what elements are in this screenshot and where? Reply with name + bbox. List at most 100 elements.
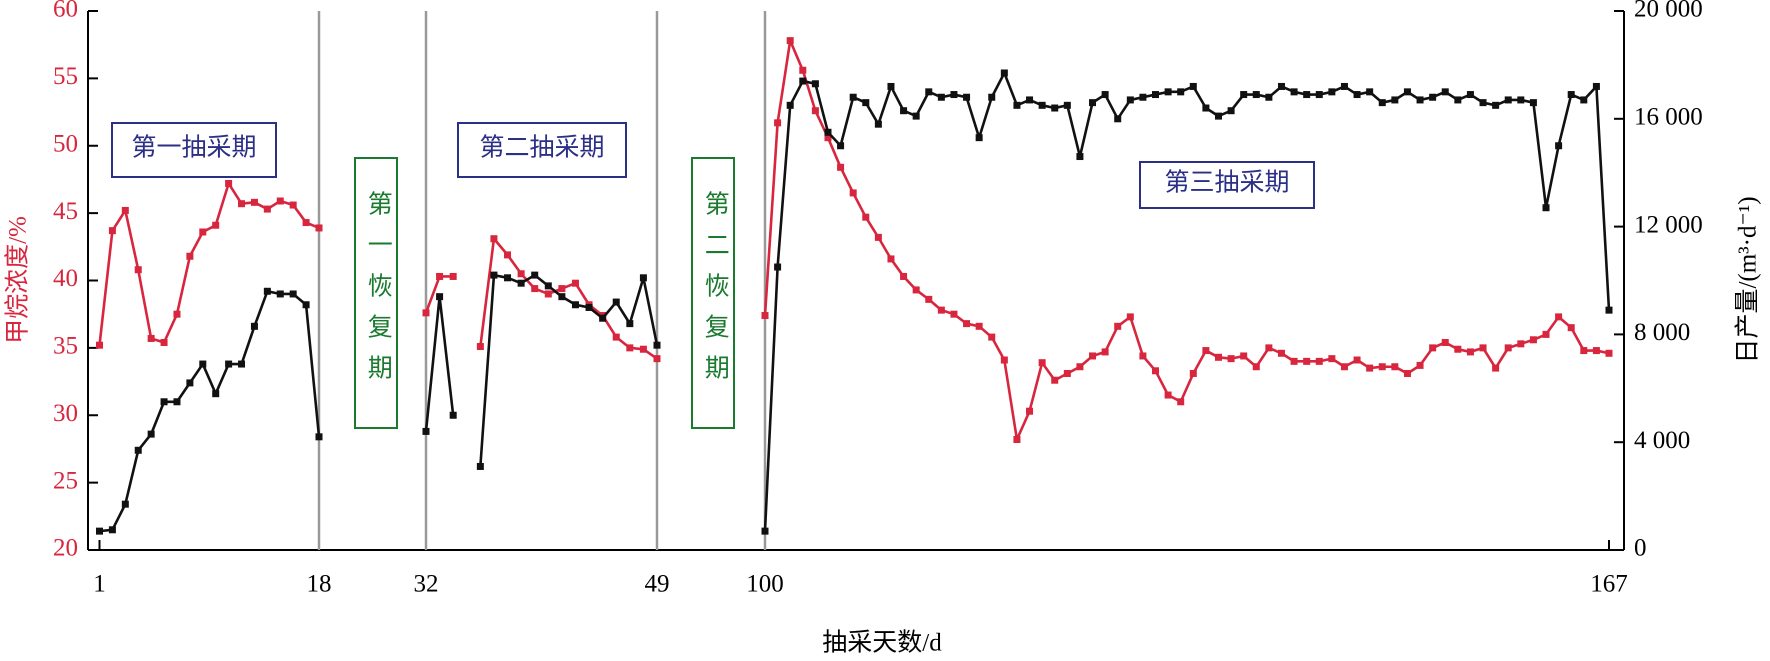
annotation: 第一抽采期 bbox=[131, 134, 256, 162]
series-marker bbox=[786, 37, 794, 45]
series-marker bbox=[912, 286, 920, 294]
series-marker bbox=[849, 189, 857, 197]
series-marker bbox=[963, 320, 971, 328]
series-marker bbox=[147, 430, 155, 438]
series-marker bbox=[1252, 363, 1260, 371]
y-tick-label: 60 bbox=[53, 0, 78, 23]
series-marker bbox=[1277, 349, 1285, 357]
series-marker bbox=[1164, 88, 1172, 96]
series-marker bbox=[1265, 93, 1273, 101]
series-marker bbox=[811, 107, 819, 115]
series-marker bbox=[1353, 356, 1361, 364]
series-marker bbox=[1101, 348, 1109, 356]
series-marker bbox=[937, 93, 945, 101]
y-axis-label: 甲烷浓度/% bbox=[4, 216, 32, 344]
series-marker bbox=[1139, 93, 1147, 101]
series-marker bbox=[1189, 82, 1197, 90]
series-marker bbox=[1152, 367, 1160, 375]
series-marker bbox=[1605, 349, 1613, 357]
annotation: 第二抽采期 bbox=[479, 134, 604, 162]
series-marker bbox=[1026, 407, 1034, 415]
series-line bbox=[424, 295, 455, 432]
series-marker bbox=[1227, 107, 1235, 115]
series-marker bbox=[1315, 91, 1323, 99]
series-marker bbox=[925, 295, 933, 303]
series-marker bbox=[900, 107, 908, 115]
series-marker bbox=[108, 526, 116, 534]
series-marker bbox=[263, 287, 271, 295]
series-marker bbox=[1265, 344, 1273, 352]
series-marker bbox=[1038, 359, 1046, 367]
series-marker bbox=[1189, 369, 1197, 377]
y2-tick-label: 12 000 bbox=[1634, 211, 1703, 238]
series-marker bbox=[887, 82, 895, 90]
series-marker bbox=[1529, 99, 1537, 107]
series-marker bbox=[1214, 112, 1222, 120]
y-tick-label: 40 bbox=[53, 265, 78, 292]
series-marker bbox=[1403, 88, 1411, 96]
series-marker bbox=[302, 301, 310, 309]
series-marker bbox=[504, 251, 512, 259]
series-marker bbox=[612, 298, 620, 306]
series-marker bbox=[476, 343, 484, 351]
series-marker bbox=[862, 99, 870, 107]
series-marker bbox=[1152, 91, 1160, 99]
series-marker bbox=[963, 93, 971, 101]
series-marker bbox=[1214, 353, 1222, 361]
series-marker bbox=[436, 293, 444, 301]
series-marker bbox=[302, 219, 310, 227]
series-marker bbox=[173, 310, 181, 318]
series-marker bbox=[1114, 115, 1122, 123]
series-marker bbox=[1089, 99, 1097, 107]
series-marker bbox=[1114, 322, 1122, 330]
series-marker bbox=[1378, 99, 1386, 107]
series-marker bbox=[160, 338, 168, 346]
series-marker bbox=[1202, 347, 1210, 355]
series-marker bbox=[950, 310, 958, 318]
series-marker bbox=[1315, 357, 1323, 365]
series-marker bbox=[1290, 88, 1298, 96]
series-marker bbox=[1555, 142, 1563, 150]
series-marker bbox=[238, 360, 246, 368]
series-marker bbox=[799, 66, 807, 74]
series-marker bbox=[925, 88, 933, 96]
series-marker bbox=[1504, 96, 1512, 104]
series-marker bbox=[988, 333, 996, 341]
series-marker bbox=[1366, 364, 1374, 372]
series-marker bbox=[1353, 91, 1361, 99]
series-marker bbox=[1051, 376, 1059, 384]
series-marker bbox=[1378, 363, 1386, 371]
series-marker bbox=[212, 221, 220, 229]
series-marker bbox=[1328, 355, 1336, 363]
series-line bbox=[99, 289, 321, 533]
series-marker bbox=[476, 462, 484, 470]
series-marker bbox=[160, 398, 168, 406]
series-marker bbox=[1126, 313, 1134, 321]
series-marker bbox=[147, 334, 155, 342]
series-marker bbox=[315, 433, 323, 441]
series-marker bbox=[96, 341, 103, 349]
series-marker bbox=[558, 285, 566, 293]
series-marker bbox=[250, 198, 258, 206]
y-tick-label: 20 bbox=[53, 535, 78, 562]
series-marker bbox=[1026, 96, 1034, 104]
series-marker bbox=[975, 322, 983, 330]
series-marker bbox=[108, 227, 116, 235]
series-marker bbox=[799, 77, 807, 85]
series-marker bbox=[517, 270, 525, 278]
series-marker bbox=[1517, 96, 1525, 104]
series-line bbox=[479, 273, 659, 467]
series-marker bbox=[653, 341, 661, 349]
series-marker bbox=[571, 279, 579, 287]
series-marker bbox=[900, 272, 908, 280]
series-marker bbox=[1517, 340, 1525, 348]
y-tick-label: 25 bbox=[53, 467, 78, 494]
series-marker bbox=[1013, 436, 1021, 444]
y-tick-label: 45 bbox=[53, 198, 78, 225]
series-marker bbox=[1240, 91, 1248, 99]
series-marker bbox=[1479, 99, 1487, 107]
series-marker bbox=[449, 272, 457, 280]
series-marker bbox=[1441, 338, 1449, 346]
y-tick-label: 35 bbox=[53, 333, 78, 360]
series-marker bbox=[121, 500, 129, 508]
